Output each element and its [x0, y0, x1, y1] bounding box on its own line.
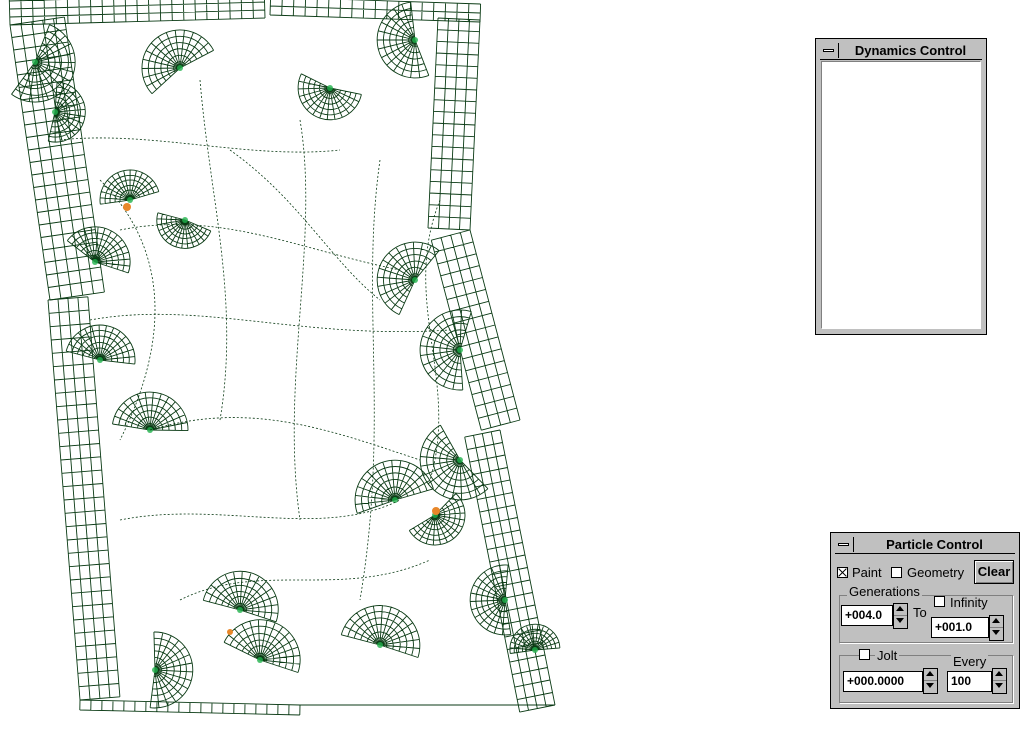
- flow-curves: [59, 79, 451, 601]
- spin-up-icon[interactable]: [993, 669, 1006, 681]
- dynamics-client-area[interactable]: [821, 61, 981, 329]
- generations-from-spinner[interactable]: [893, 603, 908, 629]
- every-input[interactable]: 100: [947, 671, 992, 692]
- dynamics-titlebar[interactable]: Dynamics Control: [820, 43, 982, 60]
- every-label: Every: [951, 654, 989, 669]
- spin-down-icon[interactable]: [894, 616, 907, 628]
- grid-lines: [8, 0, 561, 716]
- to-label: To: [913, 605, 927, 620]
- jolt-value-spinner[interactable]: [923, 668, 938, 694]
- particle-titlebar[interactable]: Particle Control: [835, 537, 1015, 554]
- infinity-label: Infinity: [950, 595, 988, 610]
- jolt-label: Jolt: [875, 648, 900, 663]
- geometry-checkbox[interactable]: [891, 567, 902, 578]
- every-spinner[interactable]: [992, 668, 1007, 694]
- spin-down-icon[interactable]: [990, 628, 1003, 640]
- spin-up-icon[interactable]: [894, 604, 907, 616]
- generations-to-input[interactable]: +001.0: [931, 617, 989, 638]
- window-title: Dynamics Control: [854, 43, 967, 58]
- system-menu-icon[interactable]: [820, 43, 839, 58]
- generations-group: [839, 595, 1013, 643]
- spin-down-icon[interactable]: [993, 681, 1006, 693]
- system-menu-icon[interactable]: [835, 537, 854, 552]
- particle-control-window[interactable]: Particle Control Paint Geometry Clear Ge…: [830, 532, 1020, 709]
- jolt-group: [839, 655, 1013, 703]
- spin-up-icon[interactable]: [990, 616, 1003, 628]
- generations-label: Generations: [847, 584, 922, 599]
- infinity-checkbox[interactable]: [934, 596, 945, 607]
- spin-down-icon[interactable]: [924, 681, 937, 693]
- tiling-canvas[interactable]: [0, 0, 720, 730]
- spin-up-icon[interactable]: [924, 669, 937, 681]
- geometry-label: Geometry: [907, 565, 965, 580]
- jolt-checkbox[interactable]: [859, 649, 870, 660]
- clear-button[interactable]: Clear: [974, 560, 1014, 584]
- paint-label: Paint: [852, 565, 882, 580]
- jolt-value-input[interactable]: +000.0000: [843, 671, 923, 692]
- generations-from-input[interactable]: +004.0: [841, 605, 893, 626]
- dynamics-control-window[interactable]: Dynamics Control: [815, 38, 987, 335]
- window-title: Particle Control: [886, 537, 983, 552]
- paint-checkbox[interactable]: [837, 567, 848, 578]
- generations-to-spinner[interactable]: [989, 615, 1004, 641]
